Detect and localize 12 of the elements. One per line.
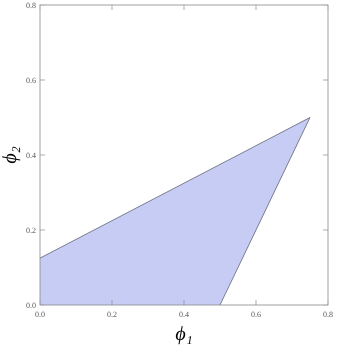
y-tick-label: 0.2 [26, 226, 36, 235]
x-axis-title: ϕ₁ [175, 323, 193, 345]
x-tick-label: 0.6 [251, 310, 261, 319]
y-tick-label: 0.4 [26, 151, 36, 160]
y-tick-label: 0.0 [26, 301, 36, 310]
x-tick-label: 0.2 [107, 310, 117, 319]
y-axis-title: ϕ₂ [0, 146, 21, 164]
x-tick-label: 0.8 [323, 310, 333, 319]
x-tick-label: 0.0 [35, 310, 45, 319]
x-tick-label: 0.4 [179, 310, 189, 319]
y-tick-label: 0.6 [26, 76, 36, 85]
y-tick-label: 0.8 [26, 1, 36, 10]
